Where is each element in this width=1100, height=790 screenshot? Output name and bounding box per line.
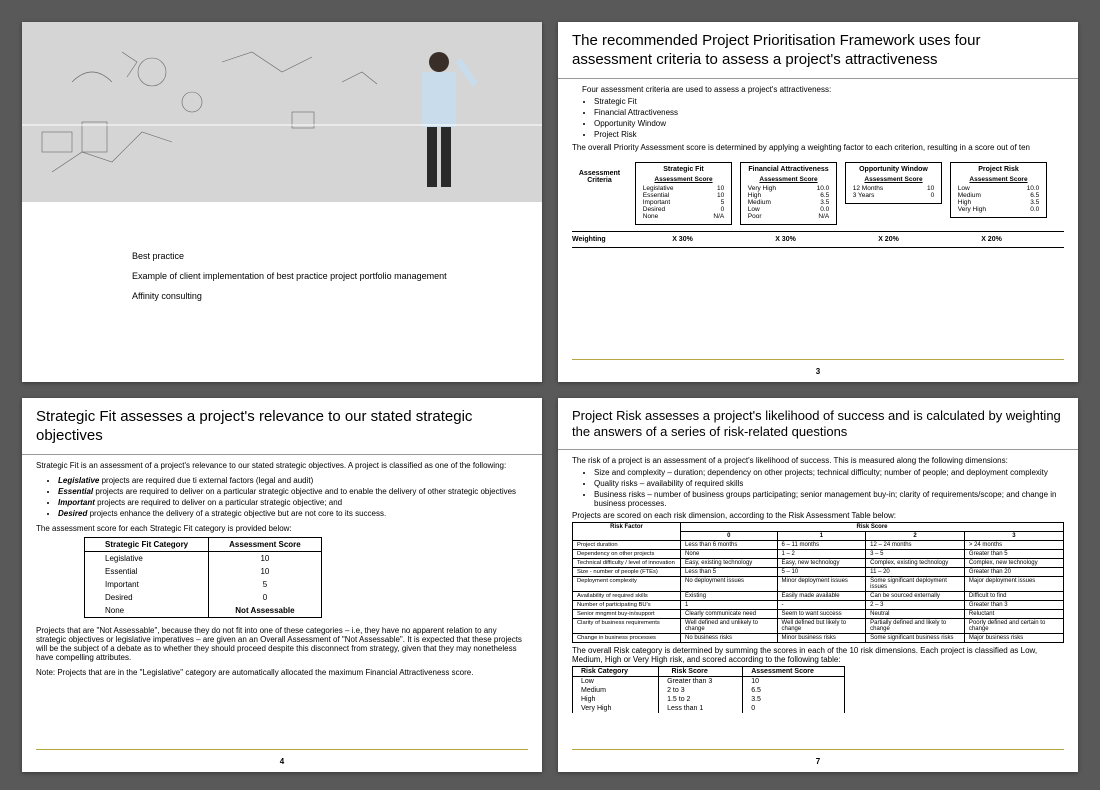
risk-table-intro: Projects are scored on each risk dimensi… — [572, 511, 1064, 520]
table-row: Number of participating BU's1-2 – 3Great… — [573, 600, 1064, 609]
page-number: 7 — [558, 757, 1078, 766]
risk-bullet: Business risks – number of business grou… — [594, 490, 1064, 508]
risk-intro: The risk of a project is an assessment o… — [572, 456, 1064, 465]
slide-3-title: Strategic Fit assesses a project's relev… — [36, 408, 528, 446]
table-row: Legislative10 — [85, 551, 322, 565]
criteria-grid: Assessment Criteria Strategic FitAssessm… — [572, 162, 1064, 225]
score-col: Assessment Score — [743, 666, 845, 676]
sfit-note: Note: Projects that are in the "Legislat… — [36, 668, 528, 677]
col-score: Assessment Score — [209, 537, 322, 551]
page-number: 4 — [22, 757, 542, 766]
slide-1-title: Best practice Example of client implemen… — [22, 22, 542, 382]
criteria-box: Financial AttractivenessAssessment Score… — [740, 162, 837, 225]
risk-score-table: Risk CategoryRisk ScoreAssessment Score … — [572, 666, 845, 713]
weight-cell: X 30% — [635, 236, 730, 243]
line-best-practice: Best practice — [132, 247, 542, 267]
criteria-item: Opportunity Window — [594, 119, 1064, 128]
sfit-table-intro: The assessment score for each Strategic … — [36, 524, 528, 533]
sfit-not-assessable: Projects that are "Not Assessable", beca… — [36, 626, 528, 662]
risk-category-intro: The overall Risk category is determined … — [572, 646, 1064, 664]
table-row: Deployment complexityNo deployment issue… — [573, 576, 1064, 591]
table-row: Clarity of business requirementsWell def… — [573, 618, 1064, 633]
criteria-item: Project Risk — [594, 130, 1064, 139]
slide-4-project-risk: Project Risk assesses a project's likeli… — [558, 398, 1078, 772]
criteria-intro: Four assessment criteria are used to ass… — [582, 85, 1064, 94]
whiteboard-doodle — [22, 22, 542, 202]
table-row: High1.5 to 23.5 — [573, 695, 845, 704]
table-row: Important5 — [85, 578, 322, 591]
weight-cell: X 20% — [841, 236, 936, 243]
slide-2-framework: The recommended Project Prioritisation F… — [558, 22, 1078, 382]
sfit-table: Strategic Fit CategoryAssessment Score L… — [84, 537, 322, 618]
line-affinity: Affinity consulting — [132, 287, 542, 307]
table-row: Change in business processesNo business … — [573, 633, 1064, 642]
page-number: 3 — [558, 367, 1078, 376]
criteria-item: Strategic Fit — [594, 97, 1064, 106]
col-risk-score: Risk Score — [681, 522, 1064, 531]
table-row: Project durationLess than 6 months6 – 11… — [573, 540, 1064, 549]
hero-image — [22, 22, 542, 202]
risk-assessment-table: Risk Factor Risk Score 0123 Project dura… — [572, 522, 1064, 643]
slide-1-text: Best practice Example of client implemen… — [132, 202, 542, 306]
risk-bullets: Size and complexity – duration; dependen… — [594, 468, 1064, 508]
sfit-bullet: Legislative projects are required due ti… — [58, 476, 528, 485]
slide-2-title: The recommended Project Prioritisation F… — [572, 32, 1064, 70]
line-example: Example of client implementation of best… — [132, 267, 542, 287]
sfit-bullet: Important projects are required to deliv… — [58, 498, 528, 507]
sfit-bullets: Legislative projects are required due ti… — [58, 476, 528, 518]
weight-cell: X 30% — [738, 236, 833, 243]
risk-col: 2 — [866, 531, 965, 540]
table-row: Technical difficulty / level of innovati… — [573, 558, 1064, 567]
overall-note: The overall Priority Assessment score is… — [572, 143, 1064, 152]
risk-col: 0 — [681, 531, 778, 540]
score-col: Risk Score — [659, 666, 743, 676]
table-row: NoneNot Assessable — [85, 604, 322, 618]
criteria-box: Opportunity WindowAssessment Score12 Mon… — [845, 162, 942, 204]
table-row: Very HighLess than 10 — [573, 704, 845, 713]
col-risk-factor: Risk Factor — [573, 522, 681, 540]
criteria-box: Project RiskAssessment ScoreLow10.0Mediu… — [950, 162, 1047, 218]
score-col: Risk Category — [573, 666, 659, 676]
criteria-row-label: Assessment Criteria — [572, 162, 627, 184]
sfit-bullet: Desired projects enhance the delivery of… — [58, 509, 528, 518]
slide-3-strategic-fit: Strategic Fit assesses a project's relev… — [22, 398, 542, 772]
slide-4-title: Project Risk assesses a project's likeli… — [572, 408, 1064, 441]
sfit-intro: Strategic Fit is an assessment of a proj… — [36, 461, 528, 470]
risk-bullet: Quality risks – availability of required… — [594, 479, 1064, 488]
table-row: Desired0 — [85, 591, 322, 604]
criteria-item: Financial Attractiveness — [594, 108, 1064, 117]
criteria-box: Strategic FitAssessment ScoreLegislative… — [635, 162, 732, 225]
table-row: Essential10 — [85, 565, 322, 578]
table-row: LowGreater than 310 — [573, 676, 845, 686]
risk-col: 3 — [964, 531, 1063, 540]
criteria-list: Strategic Fit Financial Attractiveness Opp… — [594, 97, 1064, 139]
risk-bullet: Size and complexity – duration; dependen… — [594, 468, 1064, 477]
table-row: Dependency on other projectsNone1 – 23 –… — [573, 549, 1064, 558]
weighting-row: Weighting X 30% X 30% X 20% X 20% — [572, 231, 1064, 248]
weighting-label: Weighting — [572, 236, 627, 243]
table-row: Senior mngmnt buy-in/supportClearly comm… — [573, 609, 1064, 618]
risk-col: 1 — [777, 531, 866, 540]
table-row: Medium2 to 36.5 — [573, 686, 845, 695]
sfit-bullet: Essential projects are required to deliv… — [58, 487, 528, 496]
table-row: Availability of required skillsExistingE… — [573, 591, 1064, 600]
table-row: Size - number of people (FTEs)Less than … — [573, 567, 1064, 576]
col-category: Strategic Fit Category — [85, 537, 209, 551]
weight-cell: X 20% — [944, 236, 1039, 243]
